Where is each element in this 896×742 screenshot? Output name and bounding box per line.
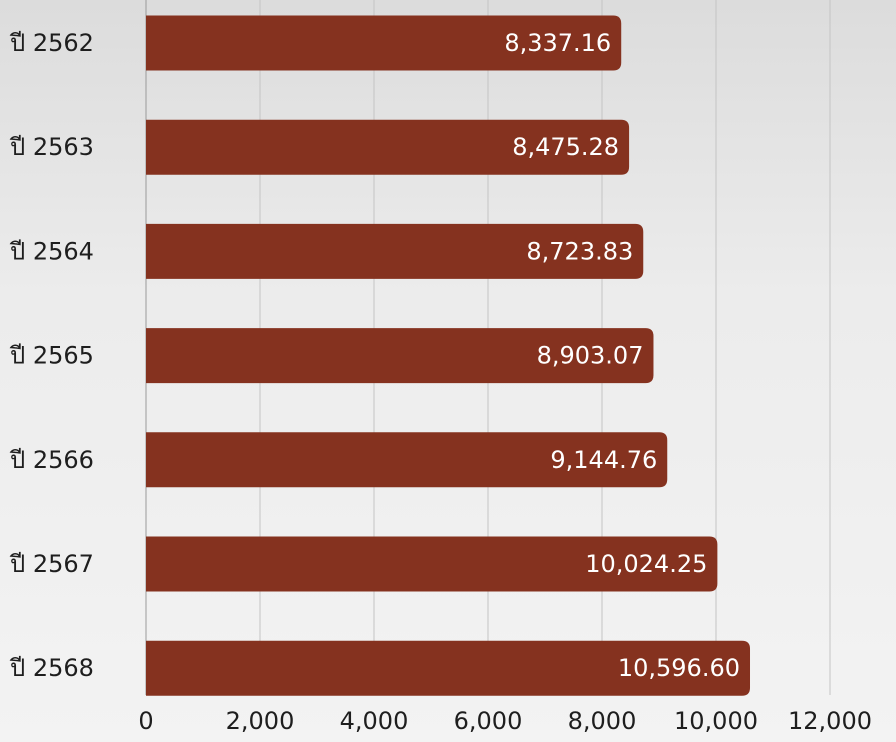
x-tick-label: 10,000 [674,707,758,735]
data-label: 9,144.76 [550,446,657,474]
x-tick-label: 0 [138,707,153,735]
data-label: 8,723.83 [526,237,633,265]
y-tick-label: ปี 2564 [9,237,94,265]
x-tick-label: 2,000 [226,707,295,735]
bar [146,223,644,279]
bar [146,15,622,71]
bar [146,640,751,696]
data-label: 8,337.16 [504,29,611,57]
bar [146,536,718,592]
x-tick-label: 4,000 [340,707,409,735]
data-label: 8,475.28 [512,133,619,161]
data-label: 10,024.25 [585,550,707,578]
bar [146,119,630,175]
y-tick-label: ปี 2567 [9,550,94,578]
bar [146,432,668,488]
y-tick-label: ปี 2568 [9,654,94,682]
y-tick-label: ปี 2563 [9,133,94,161]
y-tick-label: ปี 2562 [9,29,94,57]
y-tick-label: ปี 2565 [9,342,94,370]
x-tick-label: 6,000 [454,707,523,735]
y-tick-label: ปี 2566 [9,446,94,474]
data-label: 8,903.07 [537,342,644,370]
x-tick-label: 12,000 [788,707,872,735]
x-tick-label: 8,000 [568,707,637,735]
data-label: 10,596.60 [618,654,740,682]
bar [146,328,654,384]
